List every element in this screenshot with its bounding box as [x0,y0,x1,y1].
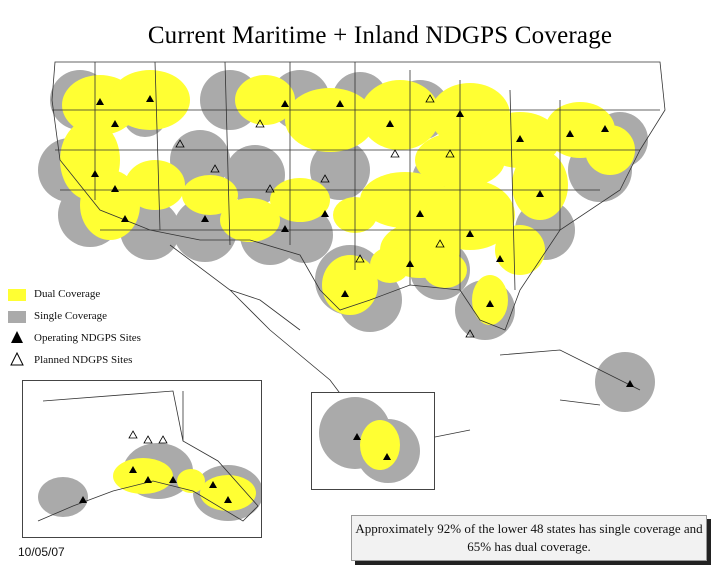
legend-item-operating: Operating NDGPS Sites [4,330,164,352]
legend-item-planned: Planned NDGPS Sites [4,352,164,374]
dual-coverage-swatch [8,289,26,301]
legend-label: Planned NDGPS Sites [34,354,133,366]
legend: Dual Coverage Single Coverage Operating … [4,286,164,374]
legend-item-single: Single Coverage [4,308,164,330]
legend-label: Single Coverage [34,310,108,322]
alaska-inset [22,380,262,538]
operating-site-icon [11,331,23,343]
date-stamp: 10/05/07 [18,545,65,559]
hawaii-inset [311,392,435,490]
legend-label: Dual Coverage [34,288,101,300]
planned-sites [175,94,475,338]
planned-site-icon [10,352,24,366]
coverage-note: Approximately 92% of the lower 48 states… [351,515,707,561]
conus-map [38,61,666,441]
operating-sites [91,95,634,387]
legend-label: Operating NDGPS Sites [34,332,141,344]
single-coverage-swatch [8,311,26,323]
legend-item-dual: Dual Coverage [4,286,164,308]
map-title: Current Maritime + Inland NDGPS Coverage [147,22,613,49]
